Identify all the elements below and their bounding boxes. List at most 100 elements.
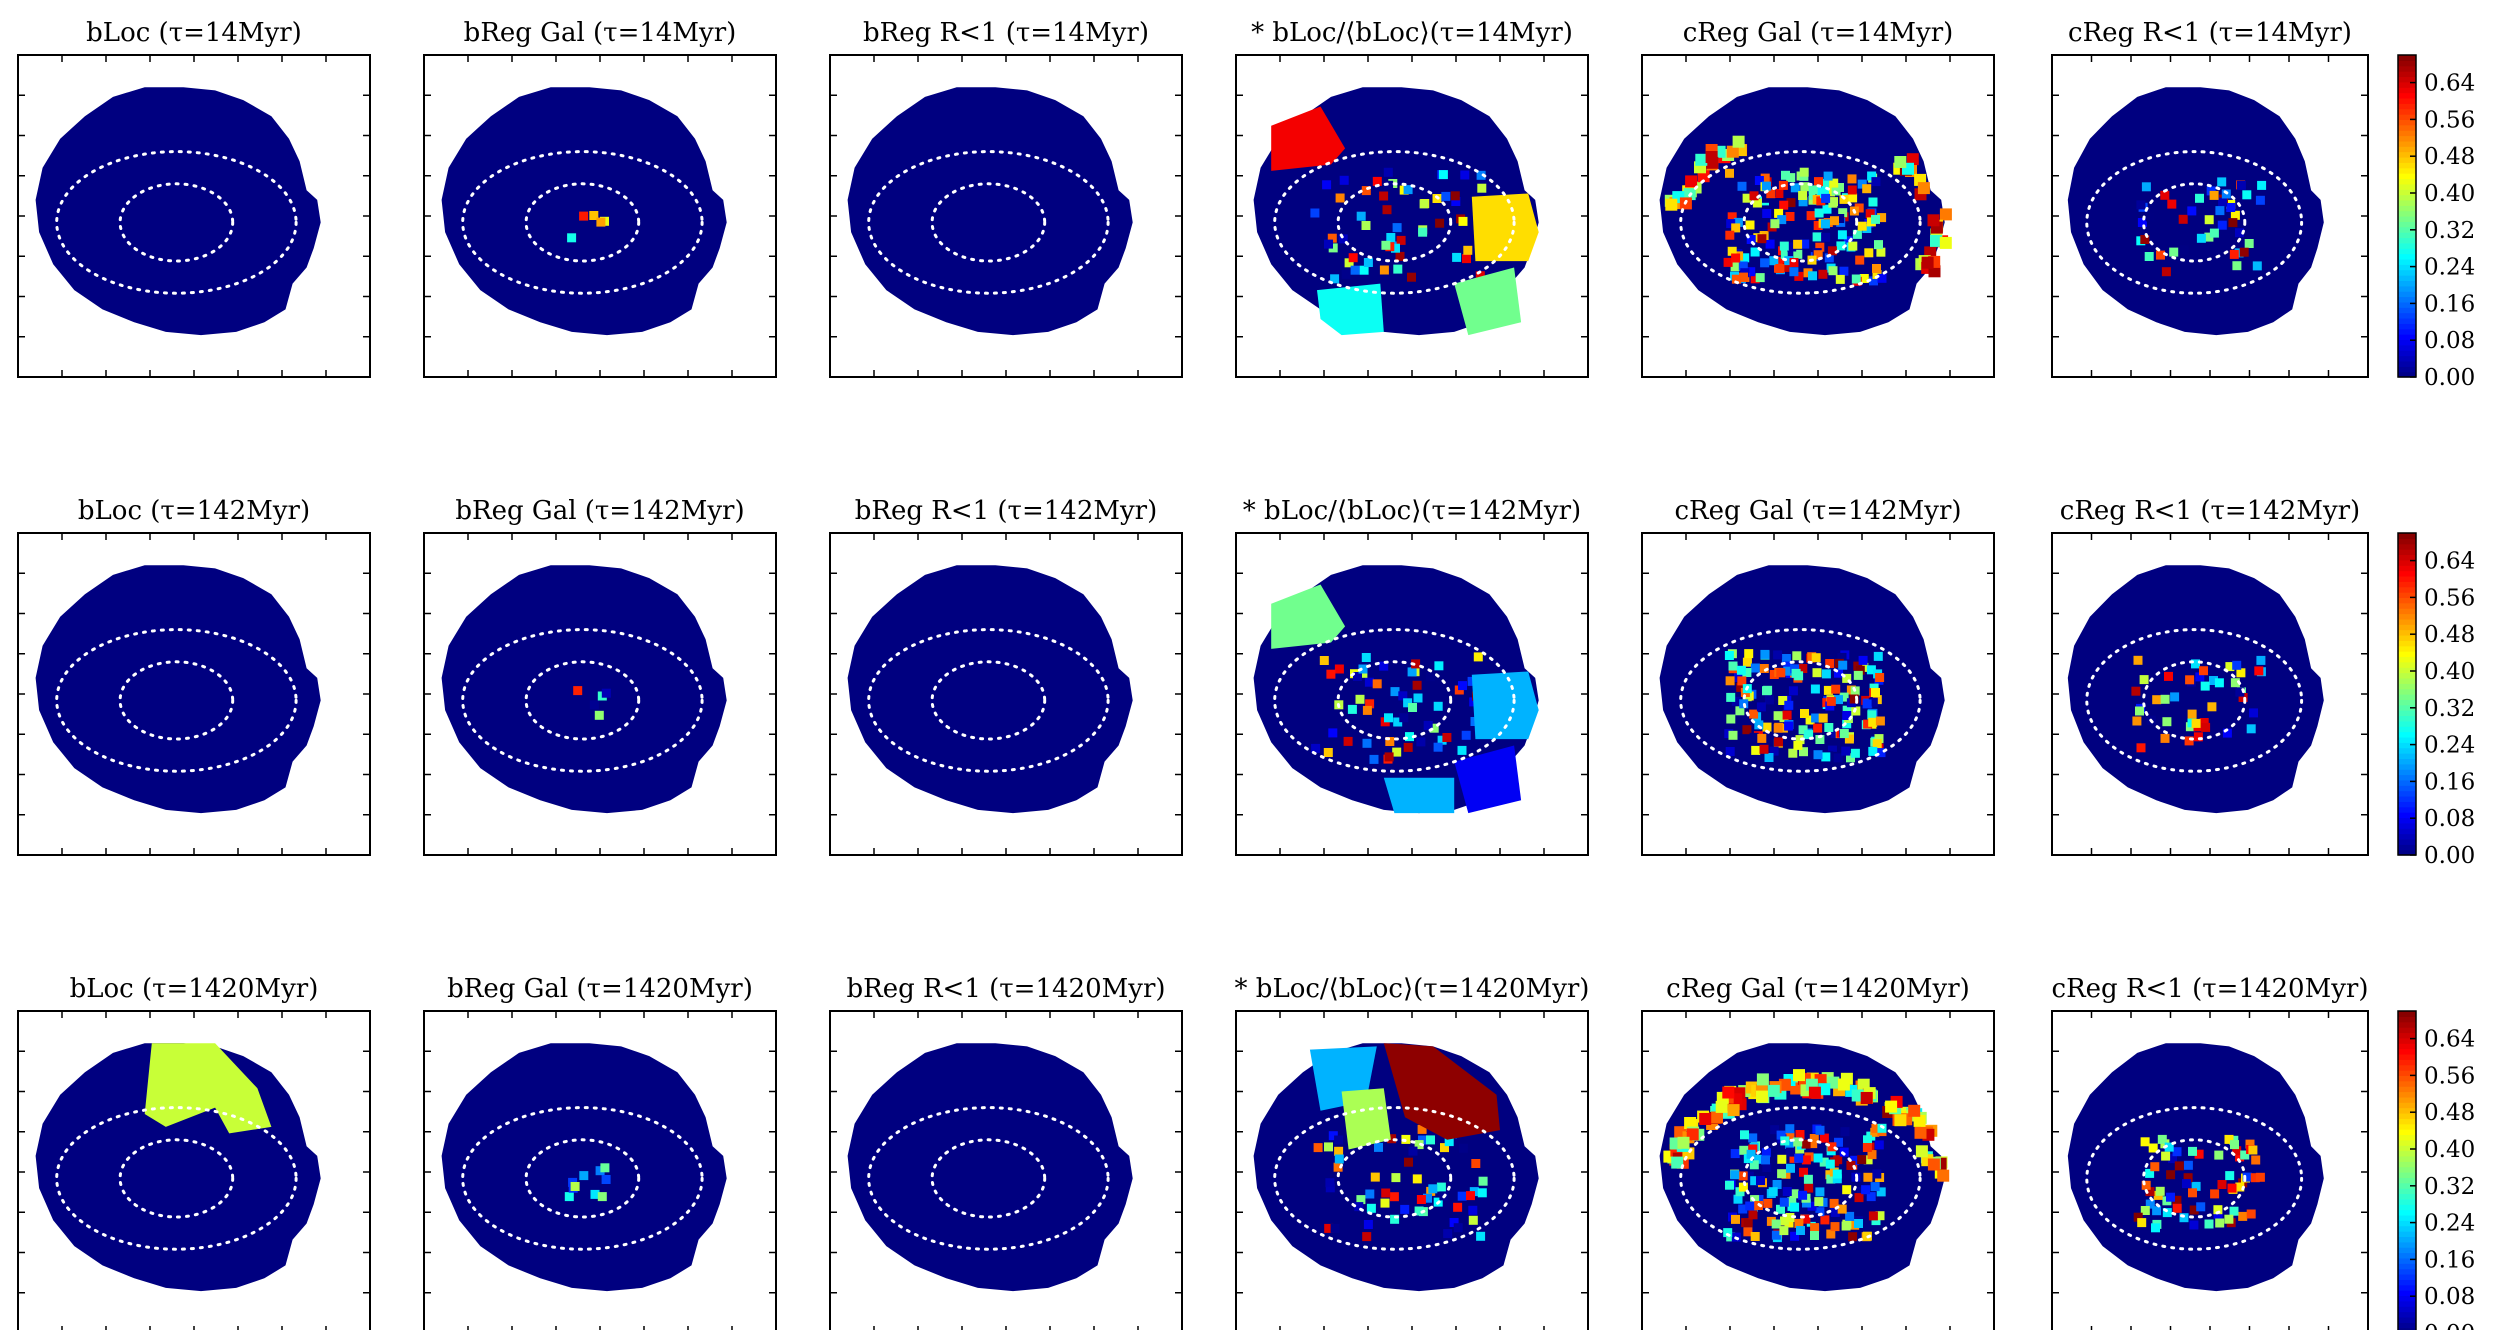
pixel-cell [1790, 183, 1800, 193]
pixel-cell [2235, 228, 2244, 238]
pixel-cell [1786, 1163, 1795, 1173]
pixel-cell [1772, 1180, 1782, 1189]
pixel-cell [2137, 218, 2147, 227]
pixel-cell [1733, 1194, 1743, 1204]
pixel-cell [1785, 1213, 1795, 1222]
pixel-cell [1380, 1198, 1390, 1208]
colorbar-tick-label: 0.64 [2424, 1027, 2475, 1053]
pixel-cell [1868, 697, 1878, 707]
ring-cell [1684, 1117, 1697, 1129]
pixel-cell [1839, 1147, 1849, 1157]
outer-ellipse [461, 150, 704, 295]
pixel-cell [2227, 1183, 2237, 1193]
colorbar-frame [2397, 54, 2417, 378]
pixel-cell [1746, 1149, 1756, 1159]
pixel-cell [1382, 205, 1392, 215]
pixel-cell [1407, 272, 1416, 282]
pixel-cell [1870, 1182, 1880, 1192]
pixel-cell [1760, 649, 1770, 659]
pixel-cell [2160, 694, 2170, 704]
pixel-cell [1756, 1176, 1765, 1185]
pixel-cell [1737, 181, 1747, 191]
ring-cell [1885, 1100, 1898, 1113]
pixel-cell [1748, 1133, 1758, 1143]
pixel-cell [1477, 183, 1487, 193]
pixel-cell [1762, 181, 1771, 191]
pixel-cell [1789, 1153, 1799, 1163]
ring-cell [1894, 1114, 1907, 1127]
pixel-cell [1810, 1231, 1819, 1240]
pixel-cell [2139, 675, 2149, 685]
galaxy-map [847, 565, 1133, 814]
pixel-cell [1793, 1137, 1803, 1147]
ring-cell [1778, 1078, 1791, 1091]
outer-ellipse [1679, 1106, 1922, 1251]
pixel-cell [1877, 213, 1887, 223]
ticks [424, 55, 776, 377]
pixel-cell [1815, 1187, 1825, 1197]
pixel-cell [1398, 691, 1408, 701]
pixel-cell [1762, 209, 1772, 218]
pixel-cell [1782, 710, 1792, 720]
inner-ellipse [930, 660, 1047, 741]
pixel-cell [1834, 1137, 1843, 1147]
pixel-cell [2235, 1152, 2245, 1162]
pixel-cells [573, 686, 611, 720]
panel-r2-c2: bReg R<1 (τ=1420Myr) [829, 974, 1183, 1330]
pixel-cell [1827, 745, 1837, 755]
ticks [1236, 55, 1588, 377]
pixel-cell [1370, 1172, 1380, 1182]
pixel-cell [2169, 247, 2179, 257]
ring-cell [1915, 1145, 1928, 1158]
pixel-cell [1768, 1187, 1778, 1197]
pixel-cell [2172, 1203, 2182, 1213]
pixel-cell [1776, 668, 1786, 678]
pixel-cell [1381, 1188, 1391, 1198]
outer-ellipse [867, 1106, 1110, 1251]
pixel-cells [1724, 649, 1886, 763]
panel-title: cReg Gal (τ=14Myr) [1683, 18, 1954, 48]
pixel-cell [1835, 274, 1845, 284]
pixel-cell [1855, 255, 1865, 265]
pixel-cell [1789, 267, 1799, 277]
pixel-cell [2136, 200, 2146, 210]
pixel-cell [1757, 234, 1767, 244]
pixel-cell [2242, 190, 2252, 200]
pixel-cell [1731, 274, 1741, 284]
pixel-cell [1418, 227, 1428, 237]
pixel-cell [1358, 664, 1368, 674]
colorbar-tick-label: 0.08 [2424, 328, 2475, 354]
pixel-cell [1794, 271, 1804, 281]
pixel-cell [1862, 224, 1872, 233]
pixel-cell [1319, 656, 1329, 665]
pixel-cell [1829, 751, 1838, 761]
pixel-cell [1785, 1124, 1795, 1134]
panel-title: bReg R<1 (τ=1420Myr) [846, 974, 1165, 1004]
ring-cell [1715, 1100, 1728, 1113]
pixel-cell [1825, 701, 1835, 711]
pixel-cell [1779, 1226, 1789, 1236]
pixel-cell [2164, 671, 2173, 681]
pixel-cell [1867, 1150, 1877, 1160]
pixel-cell [2157, 1134, 2167, 1144]
pixel-cell [2217, 220, 2227, 230]
pixel-cell [1759, 664, 1769, 673]
pixel-cell [1408, 703, 1417, 712]
pixel-cell [1476, 170, 1486, 180]
pixel-cell [2185, 675, 2195, 685]
outer-ellipse [461, 628, 704, 773]
pixel-cell [2187, 206, 2197, 216]
pixel-cell [1325, 1178, 1335, 1188]
pixel-cell [1810, 1212, 1820, 1222]
pixel-cell [1859, 274, 1869, 283]
pixel-cell [1458, 1143, 1468, 1153]
pixel-cell [1868, 717, 1878, 727]
inner-ellipse [930, 1138, 1047, 1219]
pixel-cell [1462, 254, 1471, 264]
pixel-cell [2191, 659, 2200, 669]
ring-cell [1705, 151, 1718, 163]
panel-r1-c2: bReg R<1 (τ=142Myr) [829, 496, 1183, 856]
pixel-cell [1779, 1197, 1789, 1207]
outer-ellipse [55, 1106, 298, 1251]
pixel-cell [1440, 1143, 1449, 1153]
